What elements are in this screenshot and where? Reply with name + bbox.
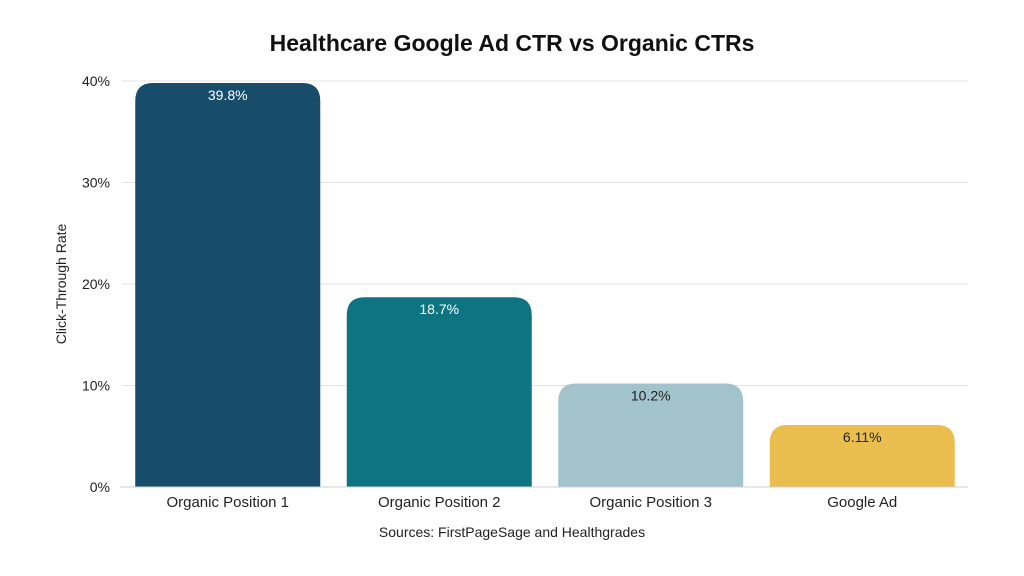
y-tick-label: 20% xyxy=(82,276,110,292)
source-note: Sources: FirstPageSage and Healthgrades xyxy=(378,524,646,540)
y-axis-ticks: 0% 10% 20% 30% 40% xyxy=(82,73,110,495)
chart-title: Healthcare Google Ad CTR vs Organic CTRs xyxy=(269,30,755,56)
data-label: 39.8% xyxy=(208,87,248,103)
bars xyxy=(135,83,955,487)
bar xyxy=(346,297,532,487)
x-tick-label: Google Ad xyxy=(827,494,897,511)
data-label: 18.7% xyxy=(419,301,459,317)
y-axis-label: Click-Through Rate xyxy=(53,223,69,344)
bar xyxy=(558,383,744,487)
x-tick-label: Organic Position 2 xyxy=(378,494,501,511)
x-tick-label: Organic Position 1 xyxy=(166,494,289,511)
y-tick-label: 40% xyxy=(82,73,110,89)
y-tick-label: 10% xyxy=(82,378,110,394)
bar xyxy=(769,424,955,487)
data-labels: 39.8% 18.7% 10.2% 6.11% xyxy=(208,87,882,445)
bar xyxy=(135,83,321,487)
y-tick-label: 30% xyxy=(82,175,110,191)
data-label: 10.2% xyxy=(631,387,671,403)
y-tick-label: 0% xyxy=(90,479,110,495)
x-axis-categories: Organic Position 1 Organic Position 2 Orga… xyxy=(166,494,897,511)
data-label: 6.11% xyxy=(843,429,882,445)
x-tick-label: Organic Position 3 xyxy=(589,494,712,511)
